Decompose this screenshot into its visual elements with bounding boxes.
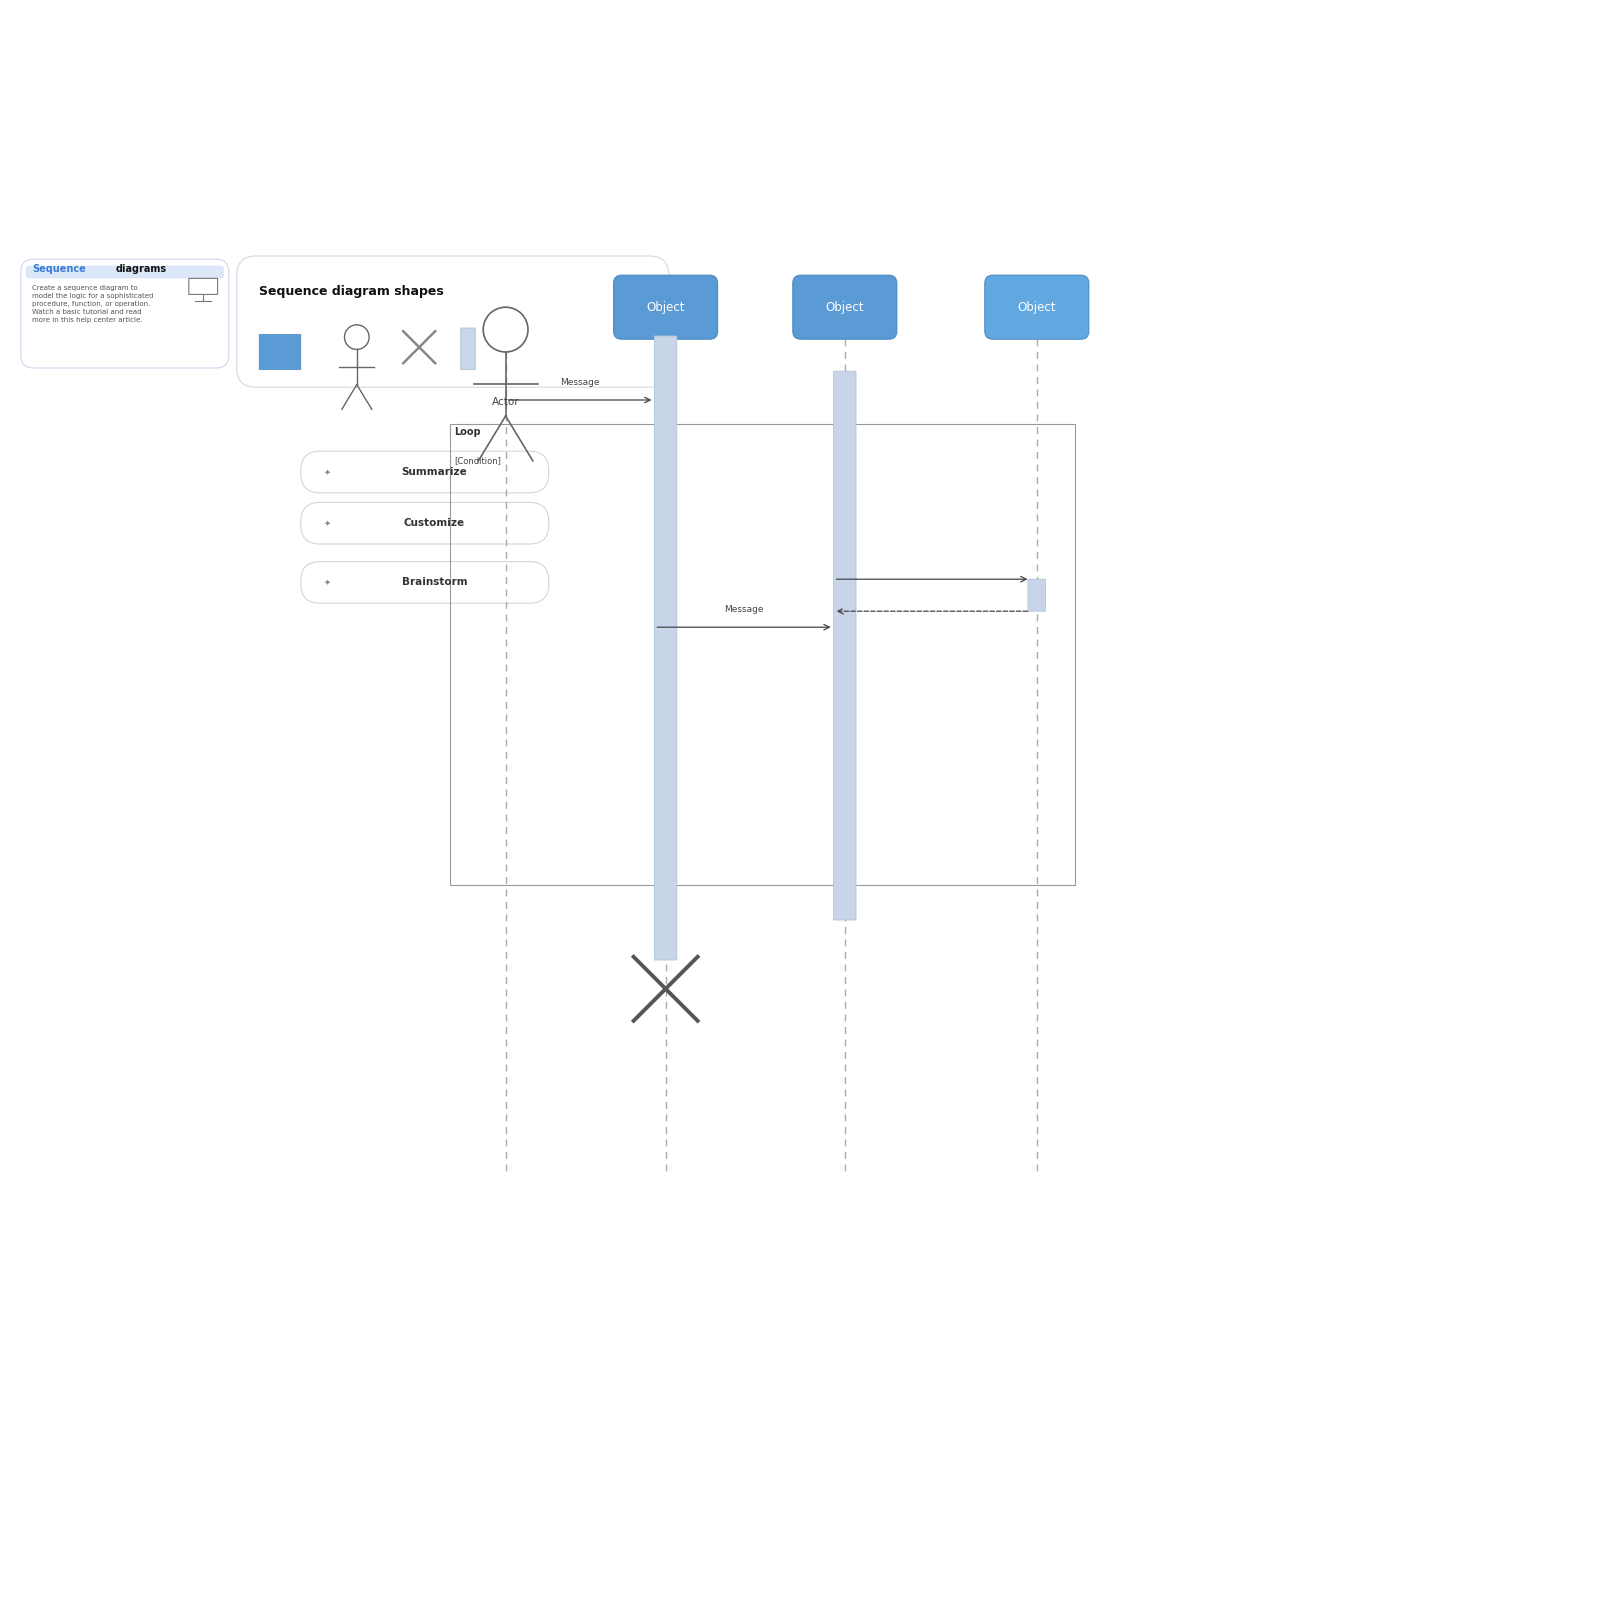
Text: Loop: Loop xyxy=(454,427,482,437)
FancyBboxPatch shape xyxy=(461,328,475,370)
FancyBboxPatch shape xyxy=(259,334,301,370)
Text: diagrams: diagrams xyxy=(115,264,166,274)
Text: [Condition]: [Condition] xyxy=(454,456,501,466)
Text: Object: Object xyxy=(1018,301,1056,314)
FancyBboxPatch shape xyxy=(1027,579,1046,611)
FancyBboxPatch shape xyxy=(301,502,549,544)
Text: Create a sequence diagram to
model the logic for a sophisticated
procedure, func: Create a sequence diagram to model the l… xyxy=(32,285,154,323)
Text: Message: Message xyxy=(725,605,763,614)
FancyBboxPatch shape xyxy=(834,371,856,920)
Text: Message: Message xyxy=(560,378,600,387)
Text: Summarize: Summarize xyxy=(402,467,467,477)
Bar xyxy=(450,424,1075,885)
Circle shape xyxy=(344,325,370,349)
Text: Sequence: Sequence xyxy=(32,264,86,274)
FancyBboxPatch shape xyxy=(654,336,677,960)
FancyBboxPatch shape xyxy=(301,451,549,493)
Text: Actor: Actor xyxy=(491,397,520,406)
FancyBboxPatch shape xyxy=(21,259,229,368)
Text: ✦: ✦ xyxy=(323,578,330,587)
FancyBboxPatch shape xyxy=(237,256,669,387)
FancyBboxPatch shape xyxy=(986,275,1090,339)
FancyBboxPatch shape xyxy=(794,275,896,339)
Text: ✦: ✦ xyxy=(323,518,330,528)
Text: Object: Object xyxy=(646,301,685,314)
FancyBboxPatch shape xyxy=(301,562,549,603)
Text: Sequence diagram shapes: Sequence diagram shapes xyxy=(259,285,443,298)
FancyBboxPatch shape xyxy=(26,266,224,278)
Text: Customize: Customize xyxy=(403,518,466,528)
Circle shape xyxy=(483,307,528,352)
FancyBboxPatch shape xyxy=(613,275,717,339)
Text: ✦: ✦ xyxy=(323,467,330,477)
Text: Brainstorm: Brainstorm xyxy=(402,578,467,587)
Text: Object: Object xyxy=(826,301,864,314)
